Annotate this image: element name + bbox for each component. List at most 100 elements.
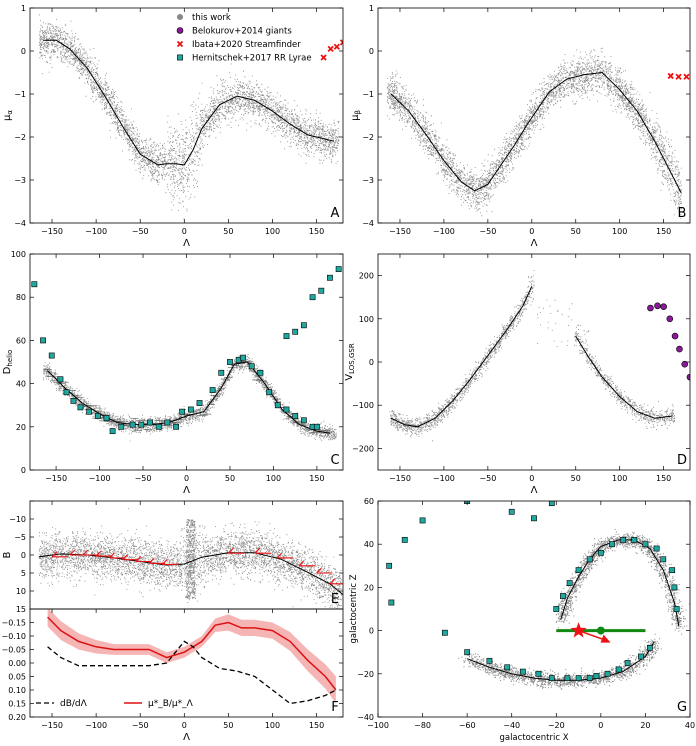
panel-letter-g: G <box>677 700 687 715</box>
y-tick-label: −40 <box>357 713 374 722</box>
y-tick-label: −10 <box>9 515 26 524</box>
rr-lyrae-point <box>70 397 77 404</box>
panel-e: −10 −5 0 5 10 15 B E <box>2 500 344 614</box>
y-tick-label: 0 <box>21 551 26 560</box>
y-tick-label: 1 <box>21 4 26 13</box>
y-tick-label: 0 <box>369 358 374 367</box>
rr-lyrae-point <box>548 675 555 682</box>
data-scatter <box>389 270 535 442</box>
x-tick-label: −100 <box>367 721 389 730</box>
rr-lyrae-point <box>388 599 395 606</box>
velocity-vector <box>254 547 271 554</box>
rr-lyrae-point <box>504 664 511 671</box>
rr-lyrae-point <box>419 517 426 524</box>
rr-lyrae-point <box>586 675 593 682</box>
rr-lyrae-point <box>615 666 622 673</box>
y-axis-label: galactocentric Z <box>349 574 359 643</box>
rr-lyrae-point <box>209 387 216 393</box>
y-tick-label: 60 <box>364 497 374 506</box>
plot-frame <box>29 7 344 224</box>
rr-lyrae-point <box>164 419 171 426</box>
legend: this work Belokurov+2014 giants Ibata+2020… <box>176 13 312 64</box>
x-tick-label: 50 <box>571 474 581 483</box>
rr-lyrae-point <box>196 400 203 406</box>
rr-lyrae-point <box>103 415 110 422</box>
streamfinder-point <box>683 73 690 80</box>
velocity-vector <box>95 550 113 557</box>
rr-lyrae-point <box>609 541 615 548</box>
rr-lyrae-point <box>560 593 566 599</box>
x-tick-label: 0 <box>529 474 534 483</box>
velocity-vector <box>148 557 165 564</box>
belokurov-point <box>660 303 667 311</box>
x-tick-label: 100 <box>265 721 280 730</box>
rr-lyrae-point <box>548 501 555 507</box>
x-tick-label: 0 <box>598 721 603 730</box>
rr-lyrae-point <box>669 567 676 574</box>
y-tick-label: 15 <box>16 605 26 614</box>
x-tick-label: 150 <box>656 227 671 236</box>
rr-lyrae-point <box>179 408 186 415</box>
x-axis-label: Λ <box>183 485 190 496</box>
x-tick-label: −50 <box>132 721 149 730</box>
y-tick-label: 0.15 <box>8 700 26 709</box>
rr-lyrae-point <box>257 369 264 376</box>
y-tick-label: 0.20 <box>8 713 26 722</box>
data-scatter <box>574 329 676 430</box>
rr-lyrae-point <box>314 423 320 430</box>
rr-lyrae-point <box>531 515 537 522</box>
x-tick-label: −50 <box>132 227 149 236</box>
velocity-vector <box>122 554 139 561</box>
x-tick-label: 100 <box>266 474 281 483</box>
rr-lyrae-point <box>660 556 667 563</box>
legend-label: this work <box>192 13 231 23</box>
x-axis-label: Λ <box>531 485 538 496</box>
x-tick-label: 0 <box>184 474 189 483</box>
sun-star <box>570 622 587 638</box>
streamfinder-point <box>320 54 327 61</box>
rr-lyrae-point <box>274 402 281 409</box>
rr-lyrae-point <box>586 556 593 563</box>
x-tick-label: 0 <box>182 227 187 236</box>
rr-lyrae-point <box>77 404 84 411</box>
x-tick-label: 150 <box>656 474 671 483</box>
stream-track <box>575 335 673 419</box>
x-tick-label: 150 <box>309 227 324 236</box>
rr-lyrae-point <box>300 417 307 424</box>
y-tick-label: −4 <box>362 219 374 228</box>
x-tick-label: 20 <box>640 721 650 730</box>
rr-lyrae-point <box>597 549 604 556</box>
y-tick-label: −2 <box>14 133 26 142</box>
y-tick-label: −0.15 <box>1 619 26 628</box>
x-tick-label: −150 <box>389 474 411 483</box>
x-tick-label: −150 <box>41 227 63 236</box>
y-tick-label: 0.05 <box>8 673 26 682</box>
rr-lyrae-point <box>240 354 246 361</box>
stream-track <box>390 286 533 428</box>
data-scatter <box>537 299 590 347</box>
rr-lyrae-point <box>48 352 55 359</box>
ratio-line <box>47 616 337 691</box>
velocity-vector <box>329 578 343 585</box>
rr-lyrae-point <box>40 337 46 344</box>
panel-b-data <box>386 47 690 220</box>
rr-lyrae-point <box>401 536 408 543</box>
rr-lyrae-point <box>646 644 653 651</box>
plot-frame <box>377 500 691 718</box>
panel-c: −150 −100 −50 0 50 100 150 0 20 40 60 80 100 Λ Dhelio C <box>2 250 344 496</box>
y-tick-label: 40 <box>16 380 26 389</box>
x-tick-label: 40 <box>685 721 695 730</box>
data-scatter <box>38 14 340 220</box>
streamfinder-point <box>327 45 334 52</box>
arrow-head <box>600 634 611 643</box>
rr-lyrae-point <box>318 287 325 294</box>
y-tick-label: 100 <box>359 315 374 324</box>
y-tick-label: −1 <box>362 90 374 99</box>
rr-lyrae-point <box>266 389 272 396</box>
y-tick-label: 0 <box>21 466 26 475</box>
legend-label: Hernitschek+2017 RR Lyrae <box>192 54 312 64</box>
x-tick-label: −150 <box>45 474 67 483</box>
rr-lyrae-point <box>575 675 582 682</box>
rr-lyrae-point <box>63 389 70 396</box>
